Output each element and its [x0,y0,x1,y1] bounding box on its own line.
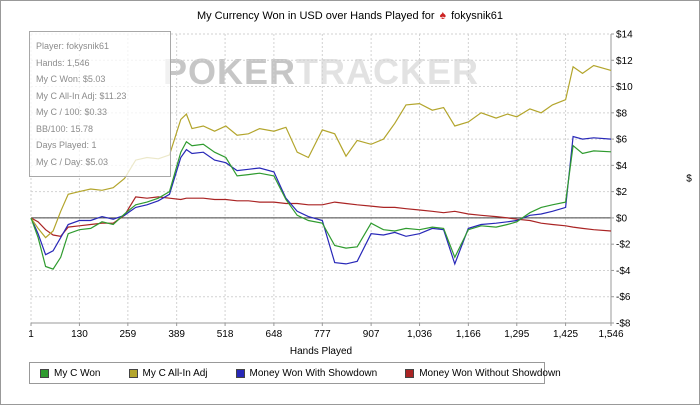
chart-title-text: My Currency Won in USD over Hands Played… [196,10,435,22]
stat-days-played: Days Played: 1 [36,140,97,150]
series-line-money-won-with-showdown [30,135,612,266]
x-tick-label: 1,166 [456,329,481,340]
series-line-my-c-won [30,140,612,270]
x-tick-label: 648 [266,329,283,340]
pokertracker-logo-icon: ♠ [439,8,446,22]
stat-player: Player: fokysnik61 [36,41,110,51]
x-tick-label: 518 [217,329,234,340]
legend-swatch-all-in-adj [128,368,138,378]
y-tick-label: $10 [616,82,633,93]
x-tick-label: 259 [120,329,137,340]
x-tick-label: 130 [71,329,88,340]
chart-title-player: fokysnik61 [451,10,504,22]
x-tick-label: 1 [28,329,34,340]
watermark-poker: POKER [162,51,297,92]
legend-swatch-my-c-won [40,368,49,378]
y-tick-label: -$8 [616,319,631,330]
y-tick-label: -$4 [616,266,631,277]
y-tick-label: $14 [616,30,633,41]
legend-swatch-won-with-showdown [235,368,245,378]
x-tick-label: 389 [168,329,185,340]
pokertracker-watermark: POKERTRACKER [31,51,611,93]
legend-label: Money Won With Showdown [249,367,378,379]
y-tick-label: -$2 [616,240,631,251]
legend-item-won-without-showdown[interactable]: Money Won Without Showdown [405,368,561,379]
legend-label: Money Won Without Showdown [419,367,561,379]
watermark-tracker: TRACKER [296,51,480,92]
x-tick-label: 1,036 [407,329,432,340]
stat-my-c-100: My C / 100: $0.33 [36,107,108,117]
y-tick-label: $2 [616,187,628,198]
series-line-my-c-all-in-adj [30,64,612,239]
chart-title: My Currency Won in USD over Hands Played… [1,8,699,22]
y-tick-label: $12 [616,56,633,67]
legend-item-won-with-showdown[interactable]: Money Won With Showdown [235,367,378,379]
legend-label: My C All-In Adj [142,367,208,379]
y-tick-label: $8 [616,108,628,119]
y-tick-label: -$6 [616,292,631,303]
x-tick-label: 1,295 [504,329,529,340]
legend-swatch-won-without-showdown [405,368,415,378]
legend-item-all-in-adj[interactable]: My C All-In Adj [128,367,208,379]
y-tick-label: $4 [616,161,628,172]
y-tick-label: $6 [616,135,628,146]
y-tick-label: $0 [616,213,628,224]
stat-all-in-adj: My C All-In Adj: $11.23 [36,90,127,101]
y-axis-title: $ [686,174,692,185]
stat-my-c-day: My C / Day: $5.03 [36,156,109,167]
x-tick-label: 1,546 [598,329,623,340]
stat-bb-100: BB/100: 15.78 [36,123,94,134]
stats-overlay-box: Player: fokysnik61 Hands: 1,546 My C Won… [29,31,171,177]
x-tick-label: 777 [314,329,331,340]
legend-item-my-c-won[interactable]: My C Won [40,368,101,379]
x-tick-label: 907 [363,329,380,340]
x-axis-title: Hands Played [290,346,352,357]
stat-my-c-won: My C Won: $5.03 [36,74,106,84]
x-tick-label: 1,425 [553,329,578,340]
legend-label: My C Won [54,367,101,379]
legend: My C Won My C All-In Adj Money Won With … [29,362,561,384]
stat-hands: Hands: 1,546 [36,57,90,68]
